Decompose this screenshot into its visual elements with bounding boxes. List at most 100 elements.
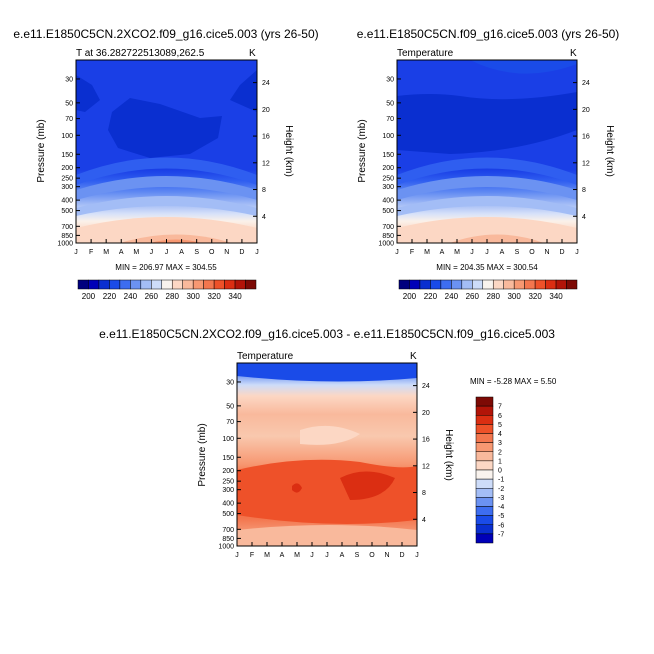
- panel-3-ylabel-right: Height (km): [443, 429, 454, 481]
- colorbar-label: 320: [528, 292, 542, 301]
- x-tick-label: M: [103, 249, 109, 256]
- panel-1-stats: MIN = 206.97 MAX = 304.55: [115, 263, 217, 272]
- y-right-tick-label: 12: [422, 463, 430, 470]
- colorbar-swatch: [503, 279, 515, 290]
- colorbar-label: 260: [145, 292, 159, 301]
- panel-2-ylabel: Pressure (mb): [357, 119, 368, 182]
- x-tick-label: M: [454, 249, 460, 256]
- panel-2-ylabel-right: Height (km): [604, 125, 615, 177]
- y-right-tick-label: 4: [262, 214, 266, 221]
- y-tick-label: 400: [61, 198, 73, 205]
- colorbar-label: 280: [487, 292, 501, 301]
- x-tick-label: J: [575, 249, 579, 256]
- x-tick-label: F: [89, 249, 93, 256]
- colorbar-swatch: [492, 279, 504, 290]
- y-tick-label: 200: [222, 468, 234, 475]
- x-tick-label: F: [250, 552, 254, 559]
- x-tick-label: A: [340, 552, 345, 559]
- colorbar-swatch: [534, 279, 546, 290]
- y-right-tick-label: 4: [582, 214, 586, 221]
- colorbar-label: -7: [498, 531, 504, 538]
- colorbar-label: -4: [498, 504, 504, 511]
- panel-2-subtitle-right: K: [570, 48, 577, 59]
- colorbar-swatch: [224, 279, 236, 290]
- colorbar-label: -5: [498, 513, 504, 520]
- y-right-tick-label: 24: [582, 80, 590, 87]
- panel-3-subtitle-left: Temperature: [237, 351, 294, 362]
- colorbar-swatch: [151, 279, 163, 290]
- x-tick-label: M: [424, 249, 430, 256]
- x-tick-label: J: [255, 249, 259, 256]
- x-tick-label: M: [294, 552, 300, 559]
- x-tick-label: A: [179, 249, 184, 256]
- colorbar-label: 260: [466, 292, 480, 301]
- y-right-tick-label: 24: [262, 80, 270, 87]
- y-tick-label: 850: [61, 233, 73, 240]
- colorbar-swatch: [109, 279, 121, 290]
- colorbar-swatch: [475, 415, 494, 425]
- colorbar-swatch: [213, 279, 225, 290]
- x-tick-label: M: [264, 552, 270, 559]
- x-tick-label: A: [119, 249, 124, 256]
- x-tick-label: J: [485, 249, 489, 256]
- panel-3-field: [237, 363, 417, 546]
- colorbar-swatch: [234, 279, 246, 290]
- x-tick-label: J: [310, 552, 314, 559]
- y-right-tick-label: 8: [582, 187, 586, 194]
- y-tick-label: 1000: [218, 544, 234, 551]
- colorbar-swatch: [555, 279, 567, 290]
- colorbar-label: 3: [498, 440, 502, 447]
- colorbar-label: 300: [507, 292, 521, 301]
- panel-2-stats: MIN = 204.35 MAX = 300.54: [436, 263, 538, 272]
- colorbar-swatch: [119, 279, 131, 290]
- colorbar-label: -6: [498, 522, 504, 529]
- panel-1-title: e.e11.E1850C5CN.2XCO2.f09_g16.cice5.003 …: [13, 27, 318, 41]
- axis-ticks: J F M A M J J A S O N D J305070100150200250300400500…: [57, 76, 589, 559]
- colorbar-label: 200: [403, 292, 417, 301]
- colorbar-label: 280: [166, 292, 180, 301]
- colorbar-swatch: [513, 279, 525, 290]
- colorbar-swatch: [524, 279, 536, 290]
- y-tick-label: 70: [65, 116, 73, 123]
- colorbar-swatch: [451, 279, 463, 290]
- y-tick-label: 700: [382, 224, 394, 231]
- colorbar-swatch: [171, 279, 183, 290]
- panel-2-field: [397, 60, 577, 243]
- colorbar-label: 220: [424, 292, 438, 301]
- y-tick-label: 70: [226, 419, 234, 426]
- colorbar-label: 2: [498, 449, 502, 456]
- panel-1-ylabel-right: Height (km): [283, 125, 294, 177]
- colorbar-swatch: [472, 279, 484, 290]
- colorbar-label: 320: [207, 292, 221, 301]
- y-tick-label: 150: [61, 152, 73, 159]
- y-right-tick-label: 12: [582, 160, 590, 167]
- colorbar-swatch: [475, 506, 494, 516]
- y-tick-label: 850: [382, 233, 394, 240]
- y-tick-label: 500: [61, 208, 73, 215]
- y-tick-label: 500: [222, 511, 234, 518]
- colorbar-swatch: [398, 279, 410, 290]
- y-tick-label: 850: [222, 536, 234, 543]
- y-tick-label: 1000: [57, 241, 73, 248]
- x-tick-label: D: [239, 249, 244, 256]
- colorbar-swatch: [475, 442, 494, 452]
- x-tick-label: N: [224, 249, 229, 256]
- x-tick-label: J: [74, 249, 78, 256]
- colorbar-label: 240: [124, 292, 138, 301]
- y-tick-label: 50: [386, 100, 394, 107]
- colorbar-swatch: [475, 524, 494, 535]
- colorbar-label: 340: [549, 292, 563, 301]
- y-right-tick-label: 20: [262, 107, 270, 114]
- y-right-tick-label: 20: [582, 107, 590, 114]
- colorbar-swatch: [77, 279, 89, 290]
- colorbars: 200 220 240 260 280 300 320 340 200 220 240 260 280 3…: [77, 279, 578, 544]
- colorbar-label: 4: [498, 431, 502, 438]
- x-tick-label: A: [280, 552, 285, 559]
- y-tick-label: 200: [61, 165, 73, 172]
- colorbar-swatch: [475, 469, 494, 480]
- y-tick-label: 100: [382, 133, 394, 140]
- y-right-tick-label: 12: [262, 160, 270, 167]
- x-tick-label: J: [470, 249, 474, 256]
- y-tick-label: 400: [222, 501, 234, 508]
